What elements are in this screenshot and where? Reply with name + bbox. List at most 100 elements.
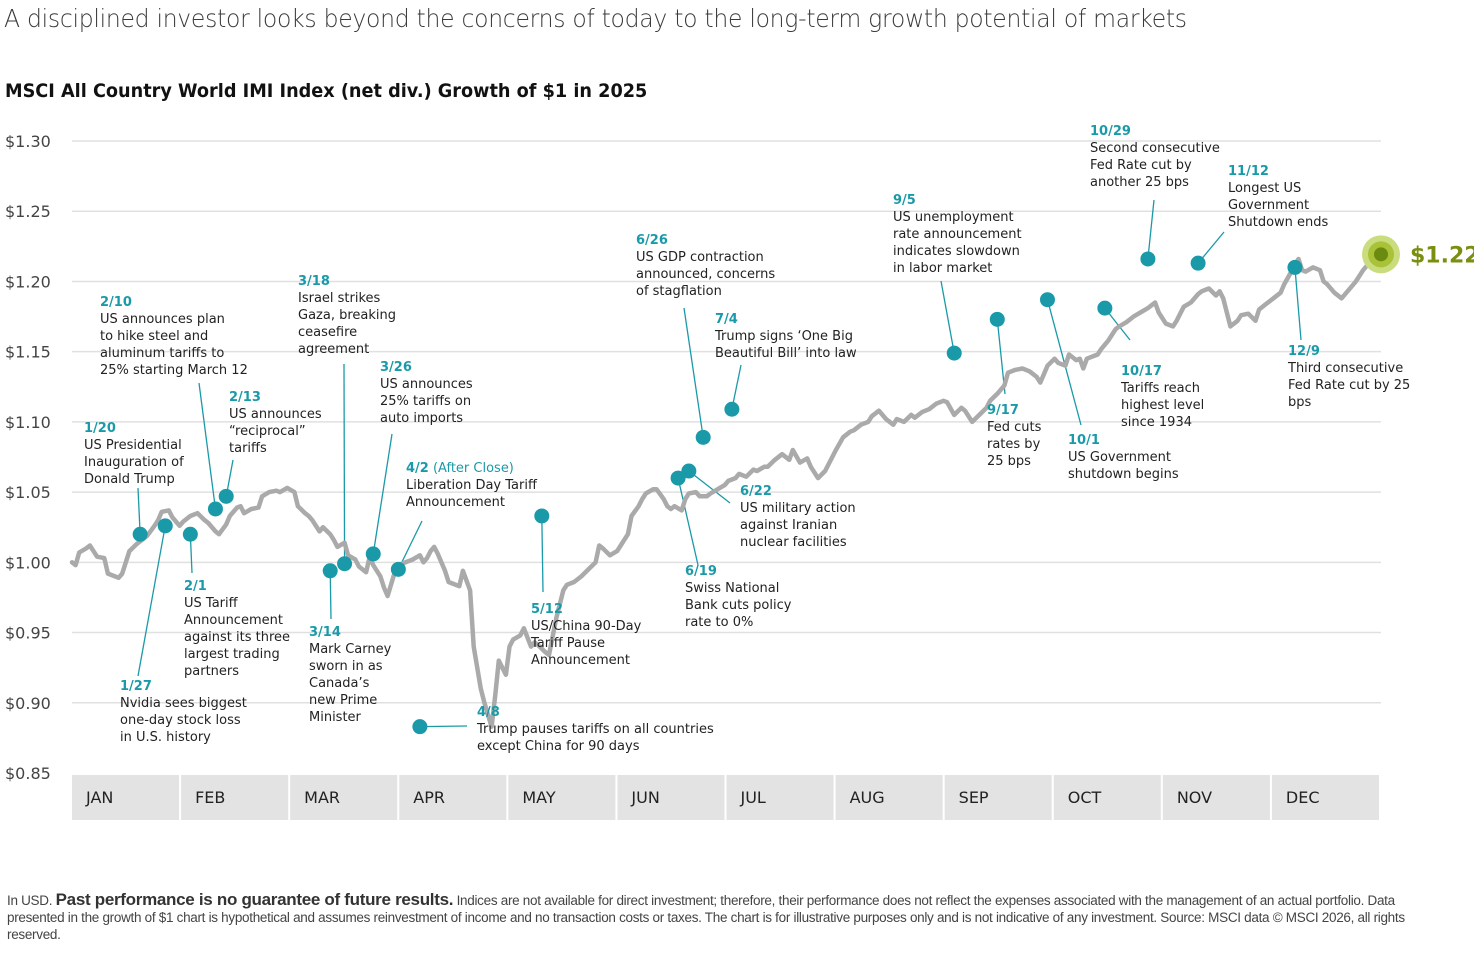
event-date: 6/22 — [740, 484, 772, 499]
event-text-line: auto imports — [380, 411, 463, 426]
event-text-line: Fed Rate cut by 25 — [1288, 378, 1410, 393]
event-text-line: highest level — [1121, 398, 1204, 413]
event-text-line: ceasefire — [298, 325, 357, 340]
event-text-line: Fed cuts — [987, 420, 1042, 435]
event-text-line: Bank cuts policy — [685, 598, 792, 613]
event-label: 4/2 (After Close) Liberation Day Tariff An… — [406, 461, 538, 510]
month-label: JAN — [85, 788, 113, 807]
leader-line — [1294, 267, 1302, 341]
y-tick-label: $1.00 — [5, 553, 51, 572]
event-marker — [322, 563, 338, 579]
month-cell — [944, 775, 1052, 820]
event-marker — [365, 546, 381, 562]
month-cell — [835, 775, 943, 820]
event-text-line: largest trading — [184, 647, 280, 662]
event-marker — [989, 311, 1005, 327]
leader-line — [677, 477, 699, 566]
event-text-line: nuclear facilities — [740, 535, 847, 550]
y-tick-label: $0.95 — [5, 624, 51, 643]
event-text-line: rates by — [987, 437, 1041, 452]
event-marker — [1097, 300, 1113, 316]
event-text-line: agreement — [298, 342, 369, 357]
event-marker — [182, 526, 198, 542]
event-leader-lines — [137, 199, 1302, 728]
event-marker — [1287, 259, 1303, 275]
month-label: APR — [413, 788, 445, 807]
event-marker — [724, 401, 740, 417]
month-label: MAY — [522, 788, 556, 807]
month-label: AUG — [850, 788, 885, 807]
event-marker — [412, 719, 428, 735]
month-cell — [1053, 775, 1161, 820]
event-text-line: since 1934 — [1121, 415, 1192, 430]
event-text-line: Nvidia sees biggest — [120, 696, 247, 711]
leader-line — [198, 382, 217, 510]
end-value-label: $1.22 — [1410, 243, 1474, 268]
month-label: NOV — [1177, 788, 1212, 807]
event-label: 6/22 US military action against Iranian nuc… — [740, 484, 856, 550]
event-label: 10/17 Tariffs reach highest level since 193… — [1120, 364, 1204, 430]
event-text-line: tariffs — [229, 441, 267, 456]
chart-title: MSCI All Country World IMI Index (net di… — [5, 80, 648, 102]
event-text-line: US unemployment — [893, 210, 1014, 225]
event-text-line: new Prime — [309, 693, 377, 708]
month-cell — [399, 775, 507, 820]
event-text-line: in U.S. history — [120, 730, 211, 745]
event-label: 3/14 Mark Carney sworn in as Canada’s new Pr… — [309, 625, 392, 725]
event-text-line: US military action — [740, 501, 856, 516]
event-labels: 1/20 US Presidential Inauguration of Donald… — [84, 124, 1410, 754]
event-text-line: US announces plan — [100, 312, 225, 327]
event-label: 6/26 US GDP contraction announced, concern… — [636, 233, 775, 299]
event-text-line: Israel strikes — [298, 291, 381, 306]
event-date: 6/19 — [685, 564, 717, 579]
event-text-line: Second consecutive — [1090, 141, 1220, 156]
leader-line — [329, 570, 332, 620]
month-cell — [1162, 775, 1270, 820]
event-text-line: of stagflation — [636, 284, 722, 299]
month-label: SEP — [959, 788, 989, 807]
y-tick-label: $0.90 — [5, 694, 51, 713]
footer-lead: In USD. — [7, 893, 53, 908]
month-cell — [72, 775, 180, 820]
event-text-line: US Presidential — [84, 438, 182, 453]
event-date: 6/26 — [636, 233, 668, 248]
event-text-line: Trump pauses tariffs on all countries — [476, 722, 714, 737]
y-axis-labels: $1.30 $1.25 $1.20 $1.15 $1.10 $1.05 $1.00 $0.95… — [5, 132, 51, 783]
event-label: 3/18 Israel strikes Gaza, breaking ceasefir… — [298, 274, 396, 357]
event-marker — [695, 429, 711, 445]
event-text-line: Swiss National — [685, 581, 779, 596]
month-cell — [181, 775, 289, 820]
y-tick-label: $1.10 — [5, 413, 51, 432]
event-text-line: US GDP contraction — [636, 250, 764, 265]
event-label: 6/19 Swiss National Bank cuts policy rate t… — [685, 564, 792, 630]
event-marker — [1039, 292, 1055, 308]
event-text-line: one-day stock loss — [120, 713, 241, 728]
event-text-line: Longest US — [1228, 181, 1301, 196]
month-band: JAN FEB MAR APR MAY JUN JUL AUG SEP OCT NOV DEC — [72, 775, 1379, 820]
event-date-note: (After Close) — [429, 461, 514, 476]
leader-line — [137, 525, 166, 677]
month-label: MAR — [304, 788, 340, 807]
y-tick-label: $1.25 — [5, 202, 51, 221]
event-label: 5/12 US/China 90-Day Tariff Pause Announcem… — [530, 602, 642, 668]
event-text-line: Announcement — [406, 495, 505, 510]
event-text-line: Tariff Pause — [530, 636, 605, 651]
event-text-line: US Government — [1068, 450, 1171, 465]
event-text-line: Fed Rate cut by — [1090, 158, 1192, 173]
y-tick-label: $0.85 — [5, 764, 51, 783]
event-date: 12/9 — [1288, 344, 1320, 359]
event-text-line: US/China 90-Day — [531, 619, 642, 634]
event-text-line: Shutdown ends — [1228, 215, 1329, 230]
leader-line — [1147, 199, 1155, 260]
event-label: 4/8 Trump pauses tariffs on all countries… — [476, 705, 714, 754]
month-cell — [1271, 775, 1379, 820]
month-cell — [508, 775, 616, 820]
event-label: 11/12 Longest US Government Shutdown ends — [1228, 164, 1329, 230]
event-marker — [670, 470, 686, 486]
event-marker — [946, 345, 962, 361]
event-date: 5/12 — [531, 602, 563, 617]
event-text-line: against Iranian — [740, 518, 837, 533]
event-text-line: another 25 bps — [1090, 175, 1189, 190]
event-marker — [207, 501, 223, 517]
leader-line — [343, 363, 346, 564]
